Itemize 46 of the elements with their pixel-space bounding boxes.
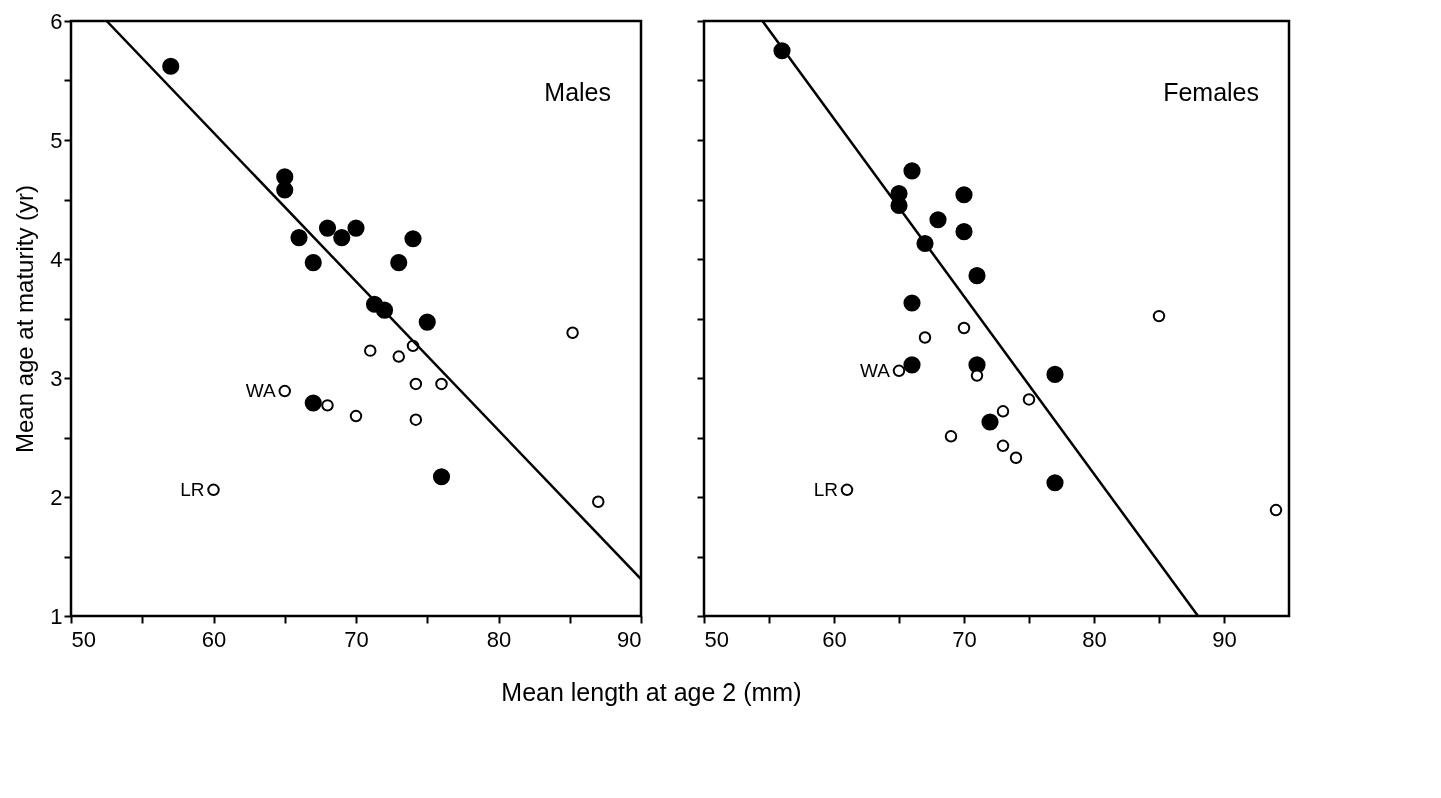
point bbox=[996, 405, 1010, 418]
point bbox=[918, 331, 932, 344]
x-tick-label: 70 bbox=[952, 626, 977, 652]
point bbox=[970, 369, 984, 382]
text: Females bbox=[1163, 78, 1259, 106]
x-tick-label: 70 bbox=[344, 626, 369, 652]
x-tick-label: 50 bbox=[704, 626, 729, 652]
annotation: WA bbox=[860, 359, 891, 381]
annotation: LR bbox=[180, 478, 205, 500]
point bbox=[957, 321, 971, 335]
x-tick-label: 50 bbox=[71, 626, 96, 652]
y-axis-title: Mean age at maturity (yr) bbox=[11, 184, 39, 454]
point bbox=[1009, 451, 1023, 464]
y-tick-label: 3 bbox=[50, 365, 63, 391]
point bbox=[1269, 503, 1283, 517]
point bbox=[903, 356, 921, 374]
x-tick-label: 90 bbox=[617, 626, 642, 652]
y-tick-label: 1 bbox=[50, 603, 63, 629]
point bbox=[955, 186, 973, 204]
point bbox=[981, 413, 999, 431]
x-tick-label: 80 bbox=[1082, 626, 1107, 652]
point bbox=[1152, 309, 1166, 323]
point bbox=[944, 430, 958, 443]
x-tick-label: 60 bbox=[822, 626, 847, 652]
point bbox=[968, 267, 986, 285]
x-tick-label: 60 bbox=[201, 626, 227, 652]
point bbox=[955, 223, 973, 241]
point bbox=[1046, 474, 1064, 492]
y-tick-label: 4 bbox=[50, 246, 63, 272]
point bbox=[903, 162, 921, 180]
point bbox=[840, 483, 854, 497]
point bbox=[903, 294, 921, 312]
point bbox=[996, 439, 1010, 453]
annotation: LR bbox=[813, 478, 838, 500]
point bbox=[1046, 365, 1064, 383]
annotation: WA bbox=[245, 380, 277, 402]
text: Males bbox=[544, 78, 611, 106]
x-tick-label: 80 bbox=[486, 626, 512, 652]
x-tick-label: 90 bbox=[1212, 626, 1237, 652]
y-tick-label: 2 bbox=[50, 484, 63, 510]
y-tick-label: 5 bbox=[50, 127, 63, 153]
point bbox=[1022, 393, 1036, 406]
point bbox=[892, 364, 906, 378]
x-axis-title: Mean length at age 2 (mm) bbox=[501, 678, 802, 707]
y-tick-label: 6 bbox=[50, 8, 63, 34]
point bbox=[929, 211, 947, 229]
